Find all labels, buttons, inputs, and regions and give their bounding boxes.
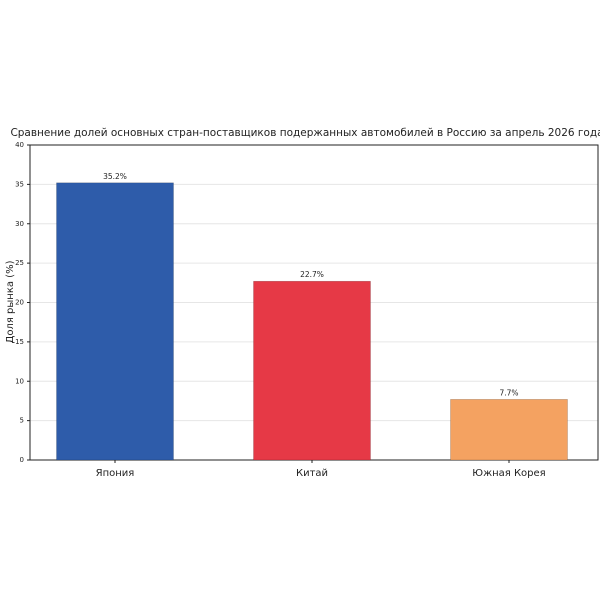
y-tick-label: 5 — [20, 417, 24, 425]
y-tick-label: 35 — [15, 180, 24, 188]
x-tick-label: Южная Корея — [472, 468, 545, 479]
value-label: 7.7% — [499, 388, 518, 397]
x-tick-label: Китай — [296, 468, 328, 479]
x-tick-label: Япония — [96, 468, 135, 479]
bar — [253, 280, 371, 461]
y-tick-label: 20 — [15, 299, 24, 307]
y-tick-label: 30 — [15, 220, 24, 228]
y-tick-label: 40 — [15, 141, 24, 149]
y-tick-label: 25 — [15, 259, 24, 267]
chart-title: Сравнение долей основных стран-поставщик… — [10, 127, 600, 139]
bar — [450, 399, 568, 461]
y-tick-label: 10 — [15, 377, 24, 385]
y-tick-label: 0 — [20, 456, 24, 464]
bar — [56, 182, 174, 461]
y-tick-label: 15 — [15, 338, 24, 346]
value-label: 35.2% — [103, 172, 127, 181]
y-axis-label: Доля рынка (%) — [5, 260, 16, 343]
value-label: 22.7% — [300, 270, 324, 279]
